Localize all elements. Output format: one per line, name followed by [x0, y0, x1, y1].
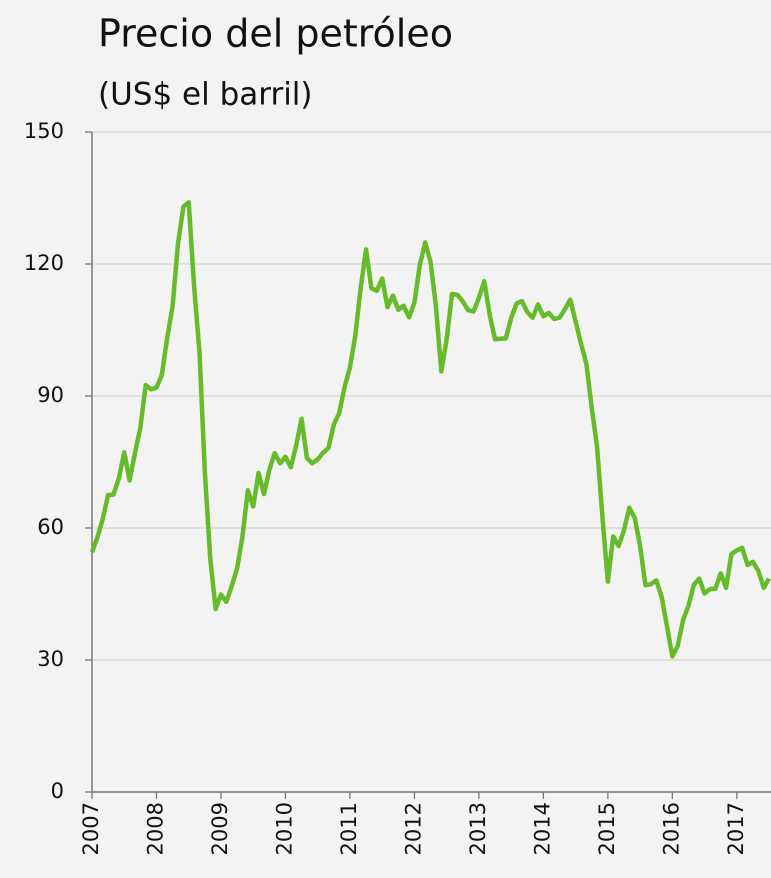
x-tick-label: 2014	[530, 802, 554, 855]
x-tick-label: 2017	[724, 802, 748, 855]
x-tick-label: 2011	[337, 802, 361, 855]
x-tick-label: 2016	[659, 802, 683, 855]
x-tick-label: 2013	[466, 802, 490, 855]
x-tick-label: 2007	[79, 802, 103, 855]
y-tick-label: 120	[24, 251, 64, 275]
chart-subtitle: (US$ el barril)	[98, 77, 313, 113]
y-tick-label: 0	[51, 779, 64, 803]
x-tick-label: 2012	[401, 802, 425, 855]
chart-title: Precio del petróleo	[98, 12, 453, 56]
y-tick-label: 150	[24, 119, 64, 143]
x-tick-label: 2008	[143, 802, 167, 855]
x-tick-label: 2010	[272, 802, 296, 855]
y-tick-label: 60	[37, 515, 64, 539]
x-tick-label: 2009	[208, 802, 232, 855]
y-tick-label: 90	[37, 383, 64, 407]
y-tick-label: 30	[37, 647, 64, 671]
x-tick-label: 2015	[595, 802, 619, 855]
line	[89, 200, 771, 659]
